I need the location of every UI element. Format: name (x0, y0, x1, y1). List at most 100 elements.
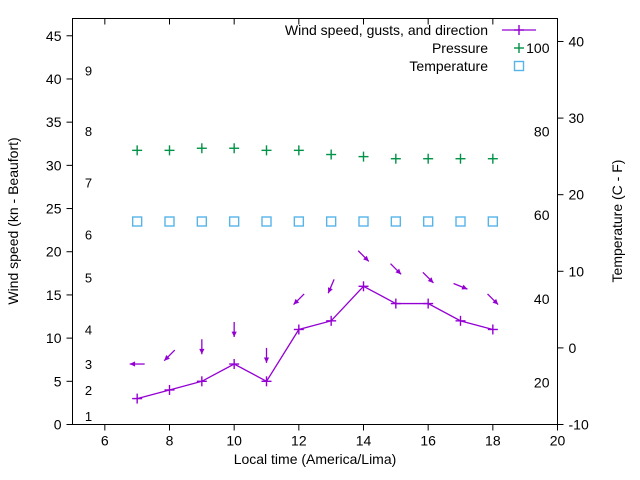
wind-direction-arrow (390, 263, 402, 275)
pressure-tick-label: 100 (526, 40, 550, 56)
data-point-marker (229, 143, 240, 154)
data-point-marker (423, 298, 434, 309)
axis-tick-label: 20 (46, 244, 62, 260)
top-axis-ticks (104, 18, 558, 25)
left-axis-ticks (66, 35, 73, 425)
beaufort-label: 9 (85, 63, 92, 78)
x-axis-title: Local time (America/Lima) (234, 451, 397, 467)
beaufort-label: 6 (85, 227, 92, 242)
right-axis-ticks (557, 40, 564, 425)
data-point-marker (487, 216, 499, 227)
series-wind (132, 281, 498, 404)
data-point-marker (358, 151, 369, 162)
data-point-marker (293, 145, 304, 156)
data-point-marker (422, 216, 434, 227)
beaufort-label: 4 (85, 322, 92, 337)
data-point-marker (196, 216, 208, 227)
axis-tick-label: 8 (166, 433, 174, 449)
axis-tick-label: 35 (46, 114, 62, 130)
pressure-tick-label: 80 (534, 124, 550, 140)
wind-direction-arrow (357, 250, 370, 262)
axis-tick-label: 20 (550, 433, 566, 449)
plot-frame (72, 18, 558, 425)
beaufort-scale-labels: 1 2 3 4 5 6 7 8 9 (85, 63, 92, 424)
data-point-marker (358, 216, 369, 227)
data-point-marker (390, 153, 401, 164)
data-point-marker (514, 25, 524, 35)
wind-direction-arrow (422, 271, 434, 284)
axis-tick-label: 16 (420, 433, 436, 449)
wind-direction-arrow (231, 321, 237, 337)
series-temperature (131, 216, 499, 227)
wind-direction-arrow (453, 282, 468, 290)
wind-direction-arrow (199, 339, 205, 355)
data-point-marker (261, 216, 272, 227)
right-axis-tick-labels: -10 0 10 20 30 40 (569, 33, 589, 432)
axis-tick-label: 0 (569, 340, 577, 356)
axis-tick-label: 15 (46, 287, 62, 303)
axis-tick-label: 30 (46, 157, 62, 173)
data-point-marker (228, 216, 240, 227)
data-point-marker (261, 145, 272, 156)
data-point-marker (487, 324, 498, 335)
data-point-marker (132, 393, 143, 404)
data-point-marker (358, 281, 369, 292)
wind-direction-arrow (163, 349, 176, 362)
y-axis-title: Wind speed (kn - Beaufort) (5, 137, 21, 304)
data-point-marker (390, 216, 402, 227)
data-point-marker (132, 145, 143, 156)
data-point-marker (131, 216, 143, 227)
data-point-marker (455, 153, 466, 164)
bottom-axis-ticks (104, 424, 558, 431)
data-point-marker (325, 216, 337, 227)
data-point-marker (326, 315, 337, 326)
beaufort-label: 7 (85, 176, 92, 191)
pressure-tick-label: 60 (534, 207, 550, 223)
wind-direction-arrows (129, 250, 499, 367)
axis-tick-label: 14 (356, 433, 372, 449)
y2-axis-title: Temperature (C - F) (609, 160, 625, 283)
beaufort-label: 3 (85, 357, 92, 372)
axis-tick-label: 6 (101, 433, 109, 449)
legend-label: Pressure (432, 40, 488, 56)
beaufort-label: 5 (85, 271, 92, 286)
beaufort-label: 8 (85, 124, 92, 139)
data-point-marker (455, 315, 466, 326)
data-point-marker (164, 145, 175, 156)
data-point-marker (229, 359, 240, 370)
axis-tick-label: 45 (46, 28, 62, 44)
data-point-marker (196, 143, 207, 154)
legend-label: Wind speed, gusts, and direction (285, 22, 488, 38)
data-point-marker (513, 60, 525, 72)
wind-direction-arrow (327, 279, 335, 294)
data-point-marker (514, 43, 524, 53)
data-point-marker (390, 298, 401, 309)
data-point-marker (423, 153, 434, 164)
chart-legend: Wind speed, gusts, and direction Pressure… (285, 22, 536, 74)
legend-label: Temperature (409, 58, 488, 74)
pressure-axis-tick-labels: 20 40 60 80 100 (526, 40, 550, 391)
data-point-marker (164, 384, 175, 395)
wind-direction-arrow (129, 361, 145, 367)
data-point-marker (196, 376, 207, 387)
axis-tick-label: 5 (54, 373, 62, 389)
left-axis-tick-labels: 0 5 10 15 20 25 30 35 40 45 (46, 28, 62, 433)
data-point-marker (487, 153, 498, 164)
wind-direction-arrow (487, 293, 499, 306)
axis-tick-label: 25 (46, 201, 62, 217)
data-point-marker (293, 324, 304, 335)
data-point-marker (164, 216, 175, 227)
beaufort-label: 2 (85, 383, 92, 398)
axis-tick-label: 20 (569, 187, 585, 203)
axis-tick-label: 40 (569, 33, 585, 49)
data-point-marker (455, 216, 466, 227)
axis-tick-label: 12 (291, 433, 307, 449)
wind-direction-arrow (263, 347, 270, 363)
axis-tick-label: 10 (226, 433, 242, 449)
axis-tick-label: 18 (485, 433, 501, 449)
data-point-marker (293, 216, 305, 227)
wind-speed-line (137, 285, 493, 400)
data-point-marker (261, 376, 272, 387)
